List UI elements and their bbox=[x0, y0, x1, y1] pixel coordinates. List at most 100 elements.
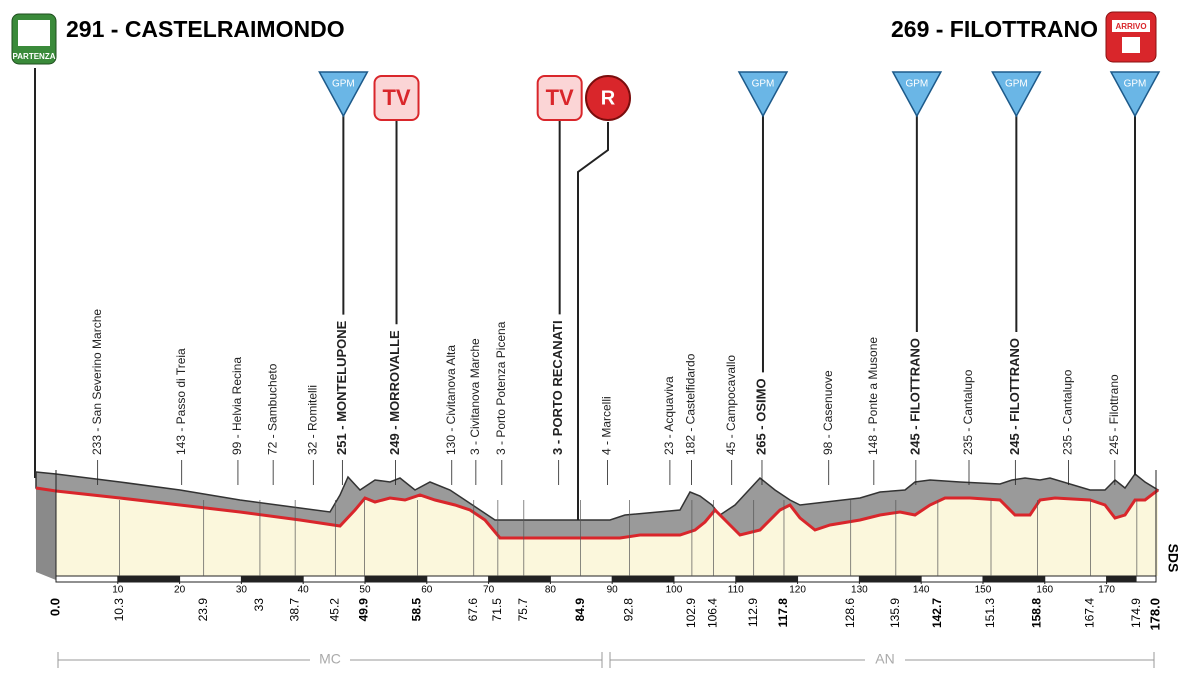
x-tick-label: 120 bbox=[789, 585, 806, 596]
route-line bbox=[35, 486, 1159, 540]
waypoint-km: 117.8 bbox=[776, 598, 790, 628]
finish-badge-band bbox=[1112, 20, 1150, 32]
x-tick-label: 150 bbox=[975, 585, 992, 596]
province-gap bbox=[865, 650, 905, 670]
axis-block bbox=[735, 576, 798, 582]
start-flag bbox=[18, 20, 50, 46]
x-tick-label: 160 bbox=[1036, 585, 1053, 596]
waypoint-label: 148 - Ponte a Musone bbox=[866, 337, 880, 455]
waypoint-km: 158.8 bbox=[1030, 598, 1044, 628]
waypoint-km: 112.9 bbox=[746, 598, 760, 627]
waypoint-label: 265 - OSIMO bbox=[753, 378, 768, 455]
waypoint-label: 45 - Campocavallo bbox=[724, 355, 738, 455]
x-tick-label: 40 bbox=[298, 585, 310, 596]
axis-block bbox=[982, 576, 1045, 582]
gpm-label: GPM bbox=[332, 79, 355, 90]
waypoint-km: 33 bbox=[252, 598, 266, 612]
waypoint-label: 251 - MONTELUPONE bbox=[334, 320, 349, 455]
refuel-label: R bbox=[601, 87, 616, 109]
waypoint-km: 167.4 bbox=[1083, 598, 1097, 628]
gpm-icon bbox=[891, 71, 943, 118]
start-title: 291 - CASTELRAIMONDO bbox=[66, 16, 345, 42]
axis-block bbox=[612, 576, 674, 582]
province-gap bbox=[310, 650, 350, 670]
waypoint-km: 151.3 bbox=[983, 598, 997, 628]
x-tick-label: 50 bbox=[359, 585, 371, 596]
waypoint-km: 135.9 bbox=[888, 598, 902, 628]
waypoint-label: 245 - FILOTTRANO bbox=[1007, 338, 1022, 455]
refuel-icon bbox=[585, 75, 631, 121]
gpm-label: GPM bbox=[905, 79, 928, 90]
x-tick-label: 70 bbox=[483, 585, 495, 596]
waypoint-label: 182 - Castelfidardo bbox=[684, 353, 698, 455]
waypoint-label: 130 - Civitanova Alta bbox=[444, 345, 458, 455]
waypoint-label: 235 - Cantalupo bbox=[961, 369, 975, 455]
waypoint-km: 92.8 bbox=[622, 598, 636, 622]
waypoint-label: 3 - Porto Potenza Picena bbox=[494, 321, 508, 455]
axis-block bbox=[241, 576, 304, 582]
axis-block bbox=[117, 576, 180, 582]
waypoint-km: 49.9 bbox=[357, 598, 371, 622]
x-tick-label: 110 bbox=[728, 585, 744, 596]
finish-km-label: 178.0 bbox=[1147, 598, 1162, 631]
axis-block bbox=[364, 576, 427, 582]
finish-badge-label: ARRIVO bbox=[1115, 22, 1146, 31]
waypoint-label: 4 - Marcelli bbox=[600, 396, 614, 455]
gpm-label: GPM bbox=[752, 79, 775, 90]
waypoint-km: 102.9 bbox=[684, 598, 698, 628]
sponsor-logo: SDS bbox=[1165, 544, 1181, 573]
gpm-label: GPM bbox=[1124, 79, 1147, 90]
waypoint-km: 84.9 bbox=[573, 598, 587, 622]
waypoint-km: 106.4 bbox=[706, 598, 720, 628]
gpm-icon bbox=[1109, 71, 1161, 118]
gpm-icon bbox=[991, 71, 1042, 118]
x-tick-label: 20 bbox=[174, 585, 186, 596]
tv-icon bbox=[373, 75, 420, 121]
waypoint-label: 98 - Casenuove bbox=[821, 370, 835, 455]
x-tick-label: 130 bbox=[851, 585, 868, 596]
waypoint-km: 174.9 bbox=[1129, 598, 1143, 628]
gpm-icon bbox=[737, 71, 789, 118]
x-tick-label: 100 bbox=[666, 585, 683, 596]
waypoint-label: 245 - Filottrano bbox=[1107, 374, 1121, 455]
x-tick-label: 140 bbox=[913, 585, 930, 596]
gpm-label: GPM bbox=[1005, 79, 1028, 90]
tv-label: TV bbox=[382, 85, 410, 110]
finish-title: 269 - FILOTTRANO bbox=[891, 16, 1098, 42]
waypoint-km: 142.7 bbox=[930, 598, 944, 628]
waypoint-label: 233 - San Severino Marche bbox=[90, 309, 104, 455]
waypoint-km: 71.5 bbox=[490, 598, 504, 622]
x-tick-label: 30 bbox=[236, 585, 248, 596]
axis-bar bbox=[55, 575, 1157, 583]
finish-icon bbox=[1122, 37, 1140, 53]
province-label: AN bbox=[875, 651, 894, 667]
profile-side bbox=[36, 472, 56, 580]
refuel-line bbox=[577, 122, 609, 520]
waypoint-km: 67.6 bbox=[466, 598, 480, 622]
waypoint-km: 23.9 bbox=[196, 598, 210, 622]
x-tick-label: 170 bbox=[1098, 585, 1115, 596]
axis-block bbox=[1106, 576, 1137, 582]
start-km-label: 0.0 bbox=[47, 598, 62, 616]
tv-label: TV bbox=[546, 85, 574, 110]
waypoint-label: 249 - MORROVALLE bbox=[387, 330, 402, 455]
gpm-icon bbox=[318, 71, 369, 118]
waypoint-label: 245 - FILOTTRANO bbox=[907, 338, 922, 455]
waypoint-label: 99 - Helvia Recina bbox=[230, 357, 244, 455]
waypoint-label: 3 - PORTO RECANATI bbox=[550, 320, 565, 455]
profile-base bbox=[56, 490, 1158, 576]
waypoint-km: 38.7 bbox=[287, 598, 301, 622]
waypoint-km: 75.7 bbox=[516, 598, 530, 622]
x-tick-label: 60 bbox=[421, 585, 433, 596]
waypoint-km: 58.5 bbox=[410, 598, 424, 622]
waypoint-km: 45.2 bbox=[327, 598, 341, 622]
province-label: MC bbox=[319, 651, 341, 667]
waypoint-label: 72 - Sambucheto bbox=[265, 363, 279, 455]
x-tick-label: 10 bbox=[112, 585, 124, 596]
tv-icon bbox=[536, 75, 583, 121]
waypoint-label: 3 - Civitanova Marche bbox=[468, 338, 482, 455]
x-tick-label: 90 bbox=[607, 585, 619, 596]
waypoint-km: 10.3 bbox=[112, 598, 126, 622]
